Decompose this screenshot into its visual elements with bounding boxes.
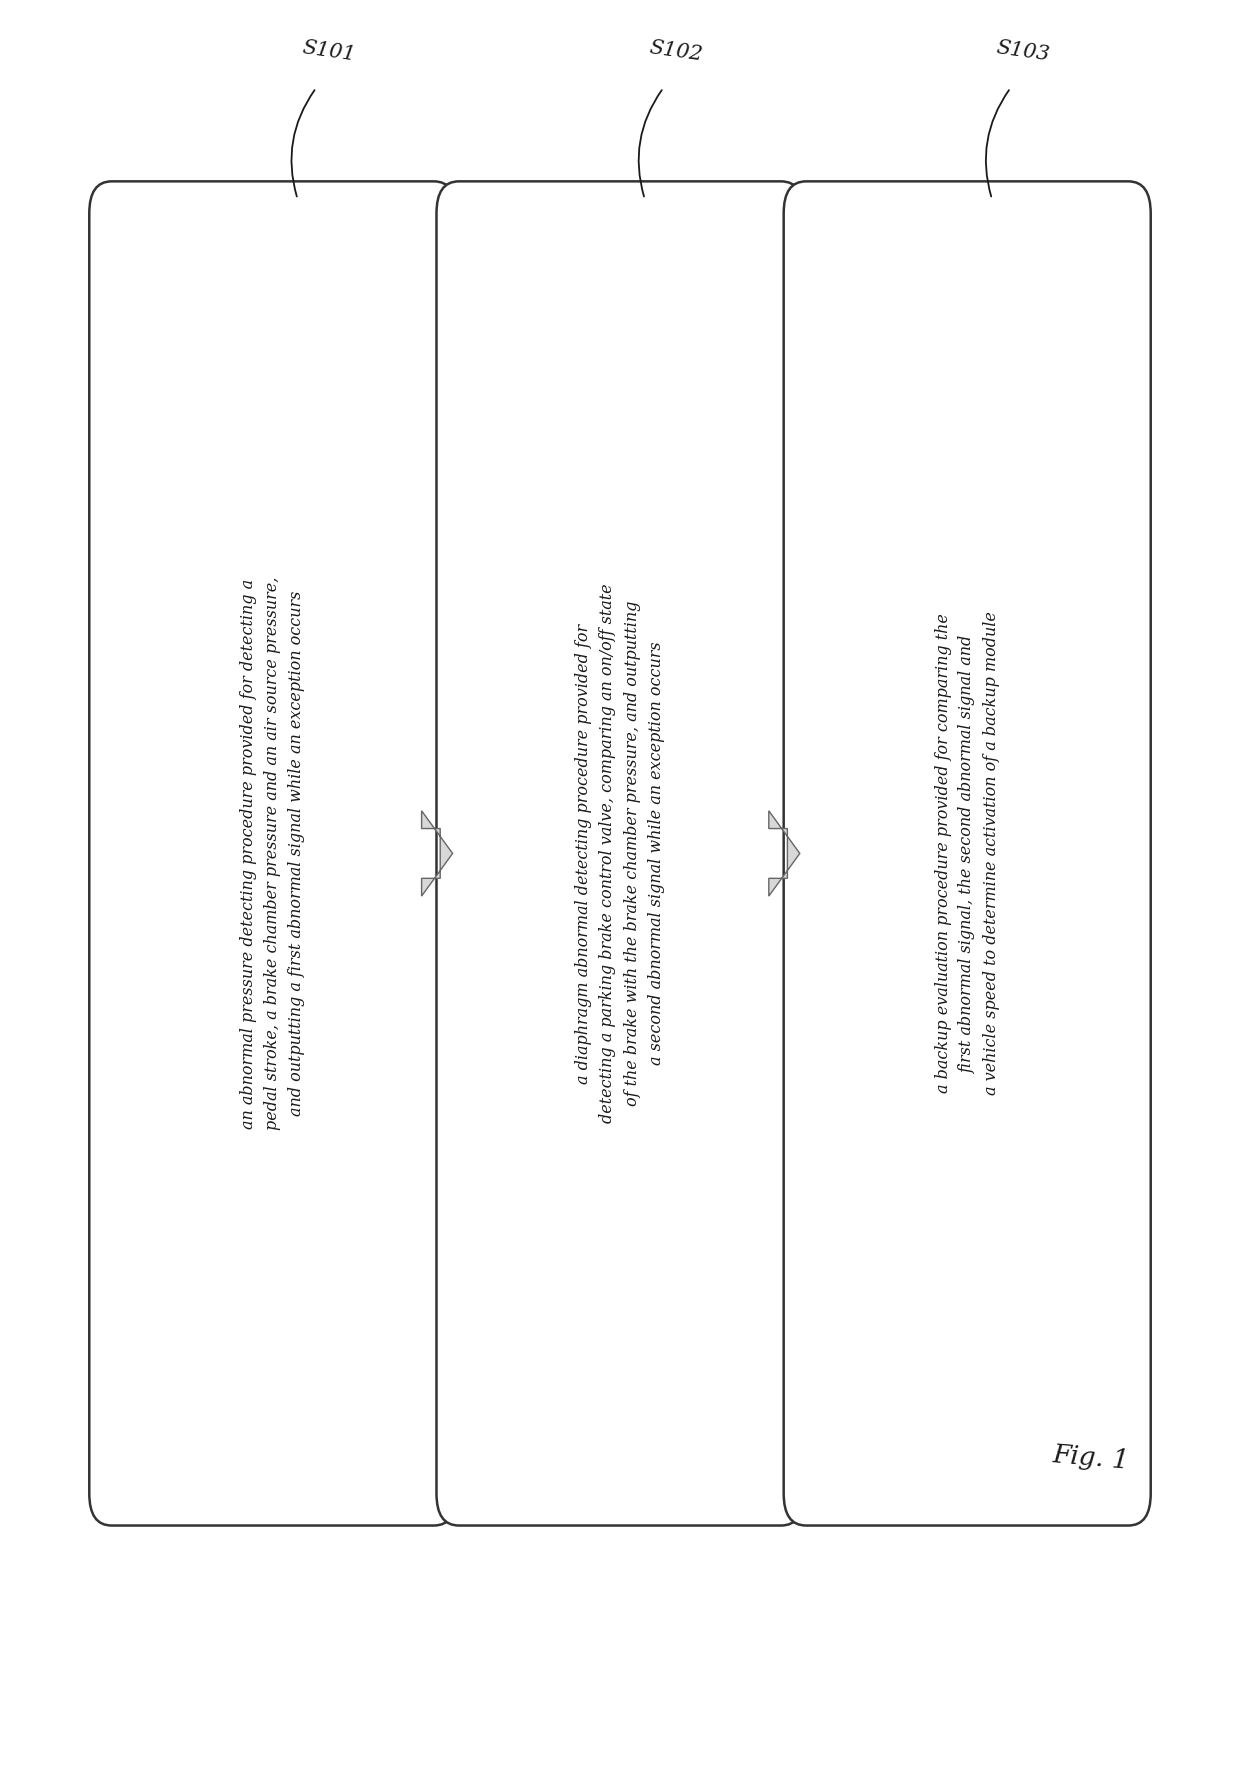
Text: a backup evaluation procedure provided for comparing the
first abnormal signal, : a backup evaluation procedure provided f…: [935, 612, 999, 1095]
FancyBboxPatch shape: [89, 181, 456, 1526]
Text: a diaphragm abnormal detecting procedure provided for
detecting a parking brake : a diaphragm abnormal detecting procedure…: [575, 583, 665, 1124]
FancyBboxPatch shape: [436, 181, 804, 1526]
Text: an abnormal pressure detecting procedure provided for detecting a
pedal stroke, : an abnormal pressure detecting procedure…: [241, 576, 305, 1131]
FancyBboxPatch shape: [784, 181, 1151, 1526]
Text: S103: S103: [994, 39, 1052, 64]
FancyArrow shape: [769, 811, 800, 896]
Text: Fig. 1: Fig. 1: [1052, 1442, 1131, 1474]
Text: S101: S101: [300, 39, 357, 64]
FancyArrow shape: [422, 811, 453, 896]
Text: S102: S102: [647, 39, 704, 64]
